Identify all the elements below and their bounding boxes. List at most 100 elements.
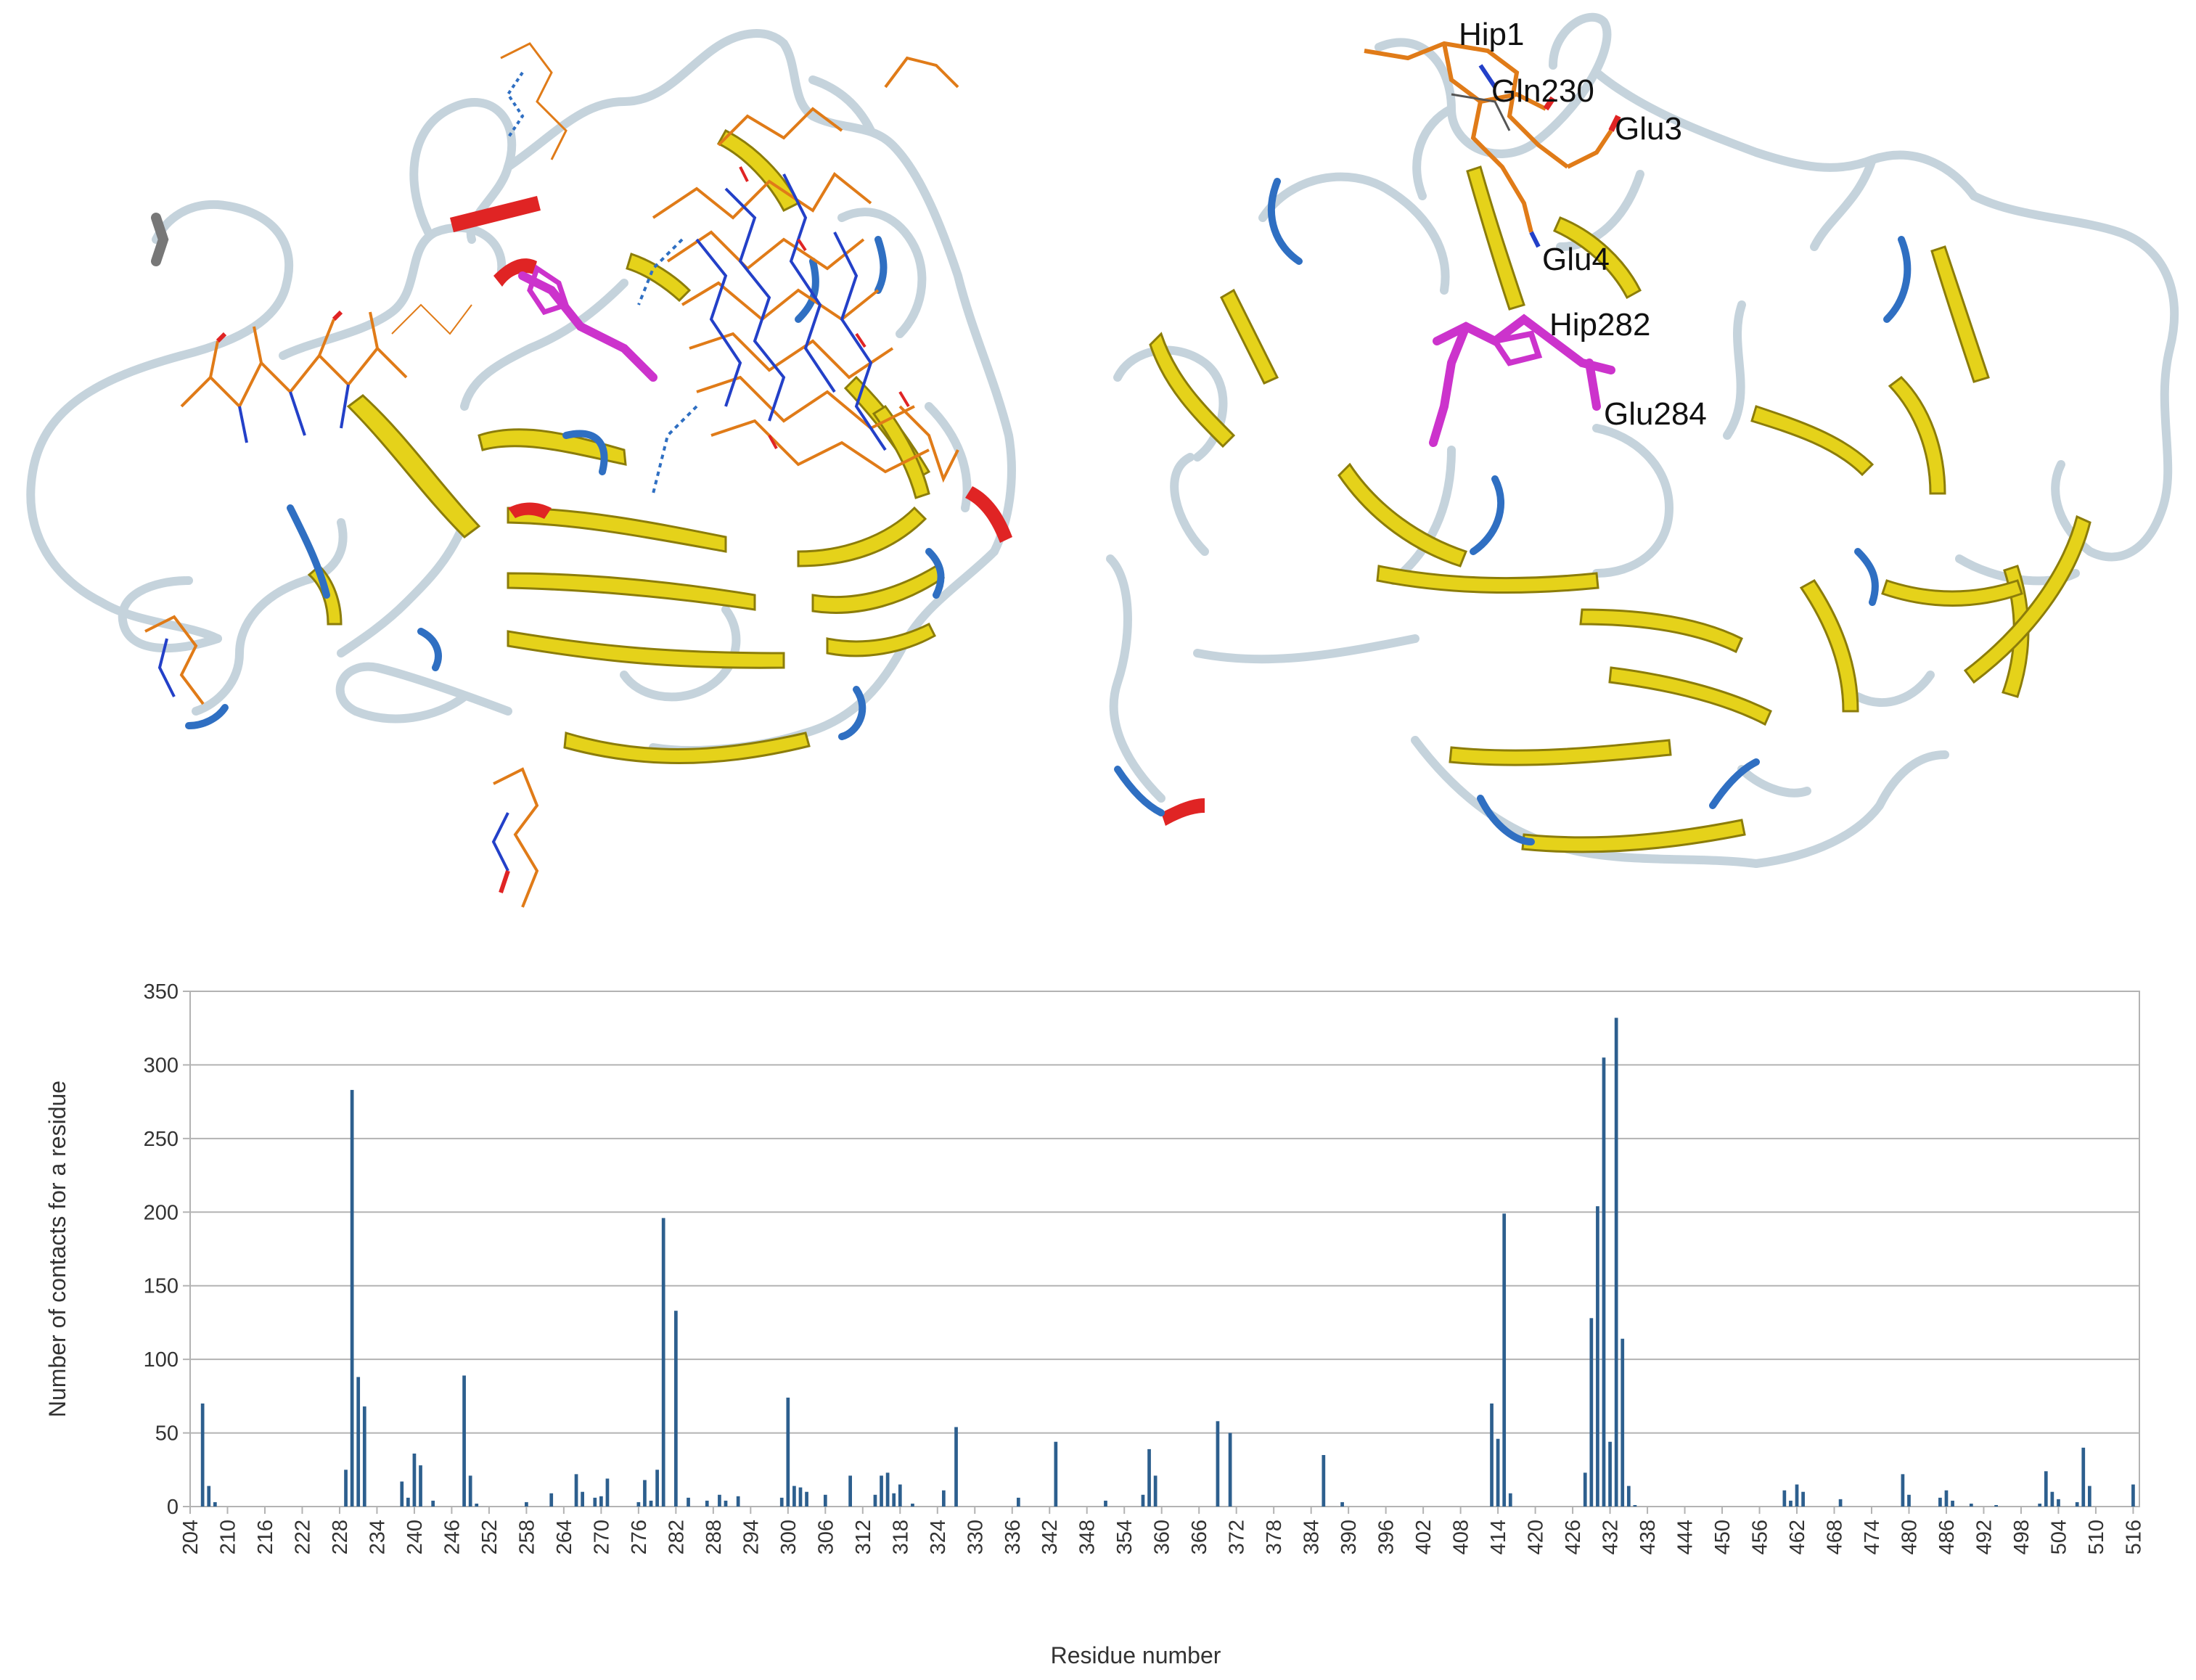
bar-residue-487: [1951, 1500, 1954, 1507]
bar-residue-271: [605, 1478, 610, 1507]
bar-residue-429: [1589, 1318, 1594, 1507]
bar-residue-266: [574, 1474, 578, 1507]
bar-residue-358: [1147, 1449, 1151, 1507]
bar-residue-300: [786, 1397, 790, 1507]
x-tick-label: 336: [1001, 1520, 1025, 1554]
bar-residue-504: [2057, 1499, 2060, 1507]
bar-residue-502: [2044, 1471, 2048, 1507]
x-tick-label: 456: [1749, 1520, 1772, 1554]
bar-residue-416: [1508, 1493, 1512, 1507]
bar-residue-434: [1621, 1338, 1625, 1507]
x-tick-label: 324: [927, 1520, 950, 1554]
y-tick-label: 300: [144, 1054, 179, 1077]
bar-residue-292: [736, 1496, 740, 1507]
bar-residue-413: [1490, 1404, 1494, 1507]
y-tick-label: 0: [167, 1496, 179, 1519]
x-tick-label: 204: [179, 1520, 202, 1554]
bar-residue-229: [344, 1470, 348, 1507]
bar-residue-230: [350, 1089, 354, 1507]
x-tick-label: 294: [739, 1520, 763, 1554]
x-tick-label: 450: [1711, 1520, 1734, 1554]
x-axis-title: Residue number: [1051, 1642, 1221, 1668]
protein-ribbon-right-icon: Hip1 Gln230 Glu3 Glu4 Hip282 Glu284: [1106, 12, 2179, 868]
x-tick-label: 432: [1599, 1520, 1623, 1554]
x-tick-label: 270: [590, 1520, 613, 1554]
x-tick-label: 438: [1636, 1520, 1660, 1554]
bar-residue-310: [848, 1475, 852, 1507]
bar-residue-415: [1502, 1213, 1507, 1507]
bar-residue-351: [1104, 1500, 1107, 1507]
x-tick-label: 420: [1525, 1520, 1548, 1554]
bar-residue-327: [954, 1427, 958, 1507]
x-tick-label: 468: [1824, 1520, 1847, 1554]
bar-residue-485: [1938, 1497, 1942, 1507]
residue-label-glu3: Glu3: [1615, 111, 1682, 147]
y-tick-label: 150: [144, 1275, 179, 1298]
plot-area: [189, 991, 2140, 1507]
bar-residue-301: [792, 1486, 796, 1507]
x-tick-label: 498: [2010, 1520, 2033, 1554]
bar-residue-267: [581, 1491, 584, 1507]
x-tick-label: 288: [702, 1520, 726, 1554]
bar-residue-371: [1228, 1433, 1232, 1507]
bar-residue-494: [1994, 1504, 1998, 1507]
bar-residue-316: [885, 1472, 890, 1507]
bar-residue-280: [661, 1218, 665, 1507]
x-axis: 204 210 216 222 228 234 240 246 252 258 264 270 276 2…: [179, 1507, 2145, 1554]
x-tick-label: 504: [2047, 1520, 2070, 1554]
residue-label-hip1: Hip1: [1459, 17, 1525, 52]
x-tick-label: 240: [403, 1520, 427, 1554]
x-tick-label: 234: [366, 1520, 389, 1554]
bar-residue-282: [673, 1311, 678, 1507]
x-tick-label: 474: [1861, 1520, 1884, 1554]
bar-residue-501: [2038, 1503, 2042, 1507]
bar-residue-389: [1340, 1501, 1344, 1507]
x-tick-label: 252: [478, 1520, 501, 1554]
x-tick-label: 210: [216, 1520, 239, 1554]
bar-residue-315: [880, 1475, 883, 1507]
bar-residue-490: [1969, 1503, 1973, 1507]
bar-residue-290: [724, 1500, 728, 1507]
bar-residue-249: [468, 1475, 472, 1507]
bar-residue-302: [798, 1487, 803, 1507]
y-tick-label: 200: [144, 1201, 179, 1224]
bar-residue-486: [1944, 1490, 1949, 1507]
x-tick-label: 462: [1786, 1520, 1809, 1554]
bar-residue-503: [2050, 1491, 2054, 1507]
x-tick-label: 486: [1935, 1520, 1959, 1554]
bar-residue-306: [823, 1494, 827, 1507]
residue-label-glu4: Glu4: [1542, 242, 1610, 277]
bar-residue-462: [1795, 1484, 1799, 1507]
x-tick-label: 408: [1450, 1520, 1473, 1554]
x-tick-label: 492: [1972, 1520, 1996, 1554]
x-tick-label: 258: [515, 1520, 538, 1554]
bar-residue-343: [1054, 1441, 1058, 1507]
bar-residue-278: [649, 1500, 653, 1507]
bar-residue-241: [419, 1465, 422, 1507]
bar-residue-433: [1614, 1017, 1618, 1507]
bar-residue-250: [475, 1503, 479, 1507]
x-tick-label: 510: [2085, 1520, 2108, 1554]
x-tick-label: 402: [1412, 1520, 1435, 1554]
x-tick-label: 384: [1300, 1520, 1324, 1554]
bar-residue-337: [1016, 1497, 1020, 1507]
x-tick-label: 306: [814, 1520, 837, 1554]
protein-structures: Hip1 Gln230 Glu3 Glu4 Hip282 Glu284: [26, 12, 2179, 908]
bar-residue-232: [362, 1406, 366, 1507]
y-axis-title: Number of contacts for a residue: [44, 1081, 70, 1417]
x-tick-label: 354: [1113, 1520, 1136, 1554]
bar-residue-432: [1608, 1441, 1612, 1507]
bar-residue-239: [406, 1497, 410, 1507]
x-tick-label: 318: [889, 1520, 912, 1554]
bar-residue-207: [207, 1486, 211, 1507]
bar-residue-206: [200, 1404, 205, 1507]
bar-residue-262: [549, 1493, 554, 1507]
x-tick-label: 444: [1674, 1520, 1697, 1554]
bar-residue-303: [805, 1491, 808, 1507]
x-tick-label: 366: [1188, 1520, 1211, 1554]
x-tick-label: 360: [1151, 1520, 1174, 1554]
x-tick-label: 348: [1076, 1520, 1099, 1554]
x-tick-label: 228: [329, 1520, 352, 1554]
bar-residue-299: [779, 1497, 784, 1507]
bar-residue-231: [356, 1377, 361, 1507]
